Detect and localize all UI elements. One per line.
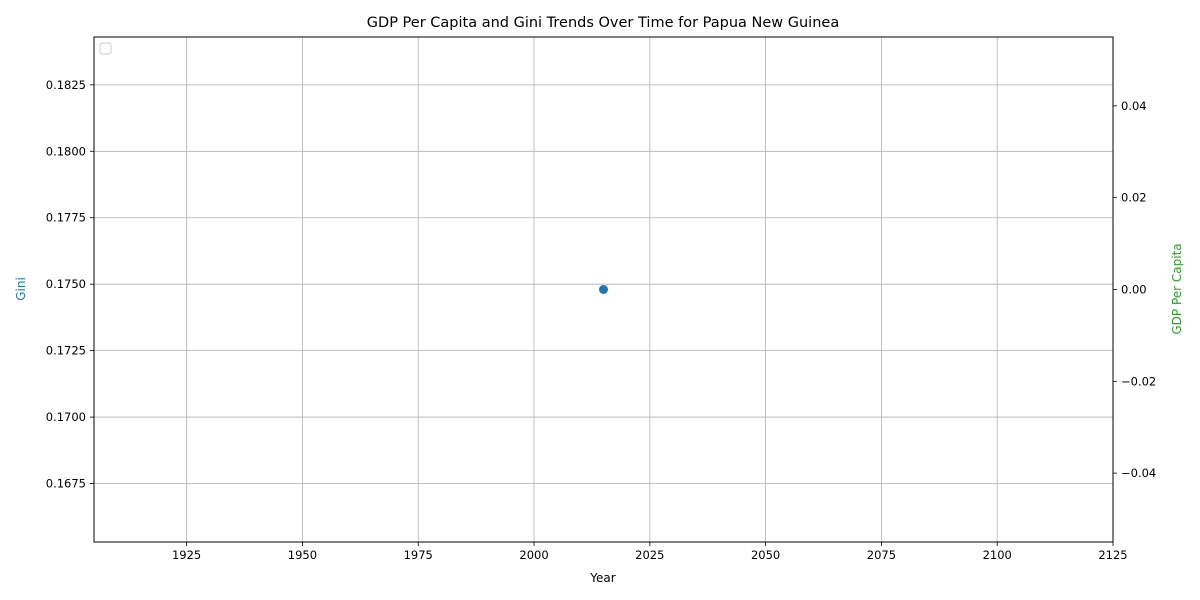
y-left-axis-label: Gini — [14, 277, 28, 301]
y-right-tick-label: 0.04 — [1121, 99, 1147, 113]
x-tick-label: 2125 — [1098, 548, 1127, 562]
x-tick-label: 2075 — [867, 548, 896, 562]
grid-lines — [94, 37, 1114, 542]
y-left-tick-label: 0.1750 — [46, 277, 86, 291]
x-tick-label: 2050 — [751, 548, 780, 562]
gini-data-point — [599, 285, 608, 294]
y-left-tick-label: 0.1725 — [46, 344, 86, 358]
data-marks — [599, 285, 608, 294]
y-right-tick-label: 0.00 — [1121, 283, 1147, 297]
y-left-axis-ticks: 0.1675 0.1700 0.1725 0.1750 0.1775 0.1800 0.18… — [46, 78, 94, 491]
x-tick-label: 1950 — [288, 548, 317, 562]
x-axis-ticks: 1925 1950 1975 2000 2025 2050 2075 2100 2125 — [172, 542, 1128, 562]
y-left-tick-label: 0.1800 — [46, 144, 86, 158]
legend-box — [99, 42, 112, 55]
y-right-axis-ticks: −0.04 −0.02 0.00 0.02 0.04 — [1113, 99, 1156, 480]
y-right-axis-label: GDP Per Capita — [1170, 243, 1184, 334]
y-left-tick-label: 0.1700 — [46, 410, 86, 424]
y-left-tick-label: 0.1825 — [46, 78, 86, 92]
x-tick-label: 1925 — [172, 548, 201, 562]
x-tick-label: 2000 — [519, 548, 548, 562]
y-left-tick-label: 0.1675 — [46, 477, 86, 491]
y-right-tick-label: 0.02 — [1121, 191, 1147, 205]
x-tick-label: 2100 — [983, 548, 1012, 562]
chart-title: GDP Per Capita and Gini Trends Over Time… — [367, 15, 839, 31]
x-tick-label: 2025 — [635, 548, 664, 562]
x-tick-label: 1975 — [404, 548, 433, 562]
y-left-tick-label: 0.1775 — [46, 211, 86, 225]
y-right-tick-label: −0.04 — [1121, 466, 1156, 480]
x-axis-label: Year — [589, 571, 615, 585]
y-right-tick-label: −0.02 — [1121, 374, 1156, 388]
